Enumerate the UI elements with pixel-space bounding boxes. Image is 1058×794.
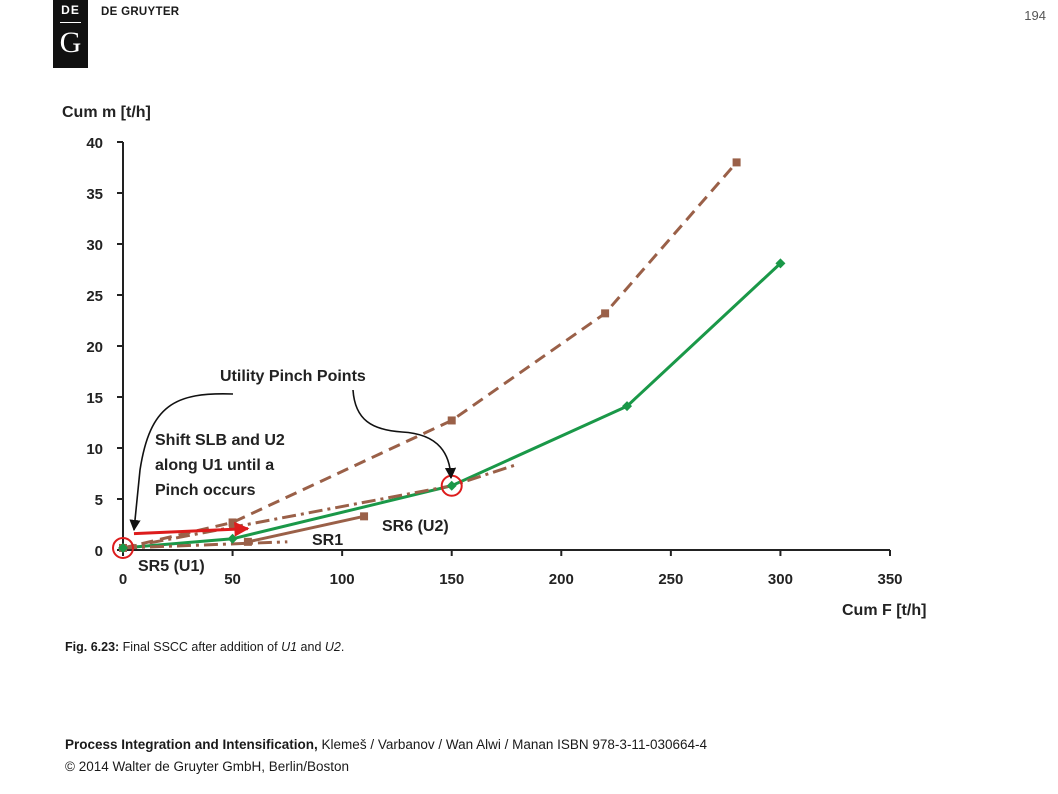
pinch-points-label: Utility Pinch Points [220, 368, 366, 385]
sr1-label: SR1 [312, 532, 343, 549]
publisher-name: DE GRUYTER [101, 6, 180, 18]
series-marker-diamond [622, 401, 633, 412]
markers-group [118, 158, 786, 553]
caption-italic-2: U2 [324, 640, 341, 654]
caption-text-1: Final SSCC after addition of [119, 640, 282, 654]
series-line-0 [122, 161, 738, 550]
series-marker-diamond [446, 480, 457, 491]
sr5-label: SR5 (U1) [138, 558, 205, 575]
series-marker-diamond [775, 258, 786, 269]
series-marker-square [447, 416, 456, 425]
footer-citation: Process Integration and Intensification,… [65, 737, 707, 752]
pinch-arrow-left [129, 393, 234, 532]
y-tick-label: 25 [86, 288, 103, 305]
caption-text-3: . [340, 640, 345, 654]
series-marker-square [601, 309, 610, 318]
caption-label: Fig. 6.23: [65, 640, 120, 654]
y-tick-label: 40 [86, 135, 103, 152]
logo-bottom-text: G [59, 26, 82, 59]
publisher-logo: DE G [53, 0, 88, 68]
pinch-point-circle [112, 536, 134, 559]
y-tick-label: 20 [86, 339, 103, 356]
series-marker-square [228, 518, 237, 527]
series-marker-square [732, 158, 741, 167]
shift-label-line-2: along U1 until a [155, 457, 274, 474]
caption-text-2: and [297, 640, 325, 654]
x-tick-label: 200 [549, 571, 574, 588]
shift-label-line-1: Shift SLB and U2 [155, 432, 285, 449]
y-ticks: 0 5 10 15 20 25 30 35 40 [86, 135, 123, 560]
series-line-1 [122, 262, 782, 550]
y-tick-label: 15 [86, 390, 103, 407]
y-tick-label: 5 [95, 492, 103, 509]
y-tick-label: 30 [86, 237, 103, 254]
caption-italic-1: U1 [281, 640, 298, 654]
logo-top-text: DE [61, 3, 80, 17]
x-tick-label: 350 [877, 571, 902, 588]
x-axis-label: Cum F [t/h] [842, 602, 926, 619]
y-tick-label: 10 [86, 441, 103, 458]
x-tick-label: 150 [439, 571, 464, 588]
pinch-arrow-right [352, 389, 457, 480]
x-tick-label: 300 [768, 571, 793, 588]
footer-authors: Klemeš / Varbanov / Wan Alwi / Manan ISB… [317, 737, 707, 752]
series-marker-diamond [118, 542, 128, 553]
x-ticks: 0 50 100 150 200 250 300 350 [119, 550, 903, 588]
y-axis-label: Cum m [t/h] [62, 104, 151, 121]
logo-rule [60, 22, 81, 23]
sscc-chart: 0 50 100 150 200 250 300 350 0 5 10 15 20 25 30 35 40 C… [62, 104, 926, 619]
y-tick-label: 35 [86, 186, 103, 203]
sr6-label: SR6 (U2) [382, 518, 449, 535]
series-marker-square [243, 537, 252, 546]
footer-title: Process Integration and Intensification, [65, 737, 318, 752]
x-tick-label: 100 [330, 571, 355, 588]
figure-caption: Fig. 6.23: Final SSCC after addition of … [65, 640, 344, 654]
series-line-4 [122, 540, 288, 550]
shift-label-line-3: Pinch occurs [155, 482, 256, 499]
x-tick-label: 250 [658, 571, 683, 588]
x-tick-label: 0 [119, 571, 127, 588]
page-number: 194 [1024, 8, 1046, 23]
series-marker-square [360, 512, 369, 521]
shift-arrow [133, 521, 250, 537]
footer-copyright: © 2014 Walter de Gruyter GmbH, Berlin/Bo… [65, 759, 350, 774]
x-tick-label: 50 [224, 571, 241, 588]
series-line-2 [247, 514, 365, 544]
y-tick-label: 0 [95, 543, 103, 560]
